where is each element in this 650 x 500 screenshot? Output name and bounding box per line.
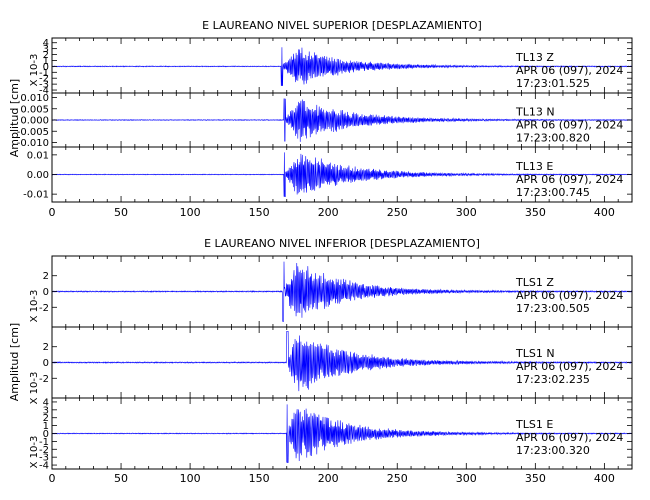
x-tick-label: 400 bbox=[594, 206, 615, 219]
chart-group-2: E LAUREANO NIVEL INFERIOR [DESPLAZAMIENT… bbox=[8, 237, 633, 485]
scale-factor-label: X 10-3 bbox=[29, 372, 40, 405]
station-info-line: 17:23:00.820 bbox=[516, 132, 590, 145]
chart-title: E LAUREANO NIVEL SUPERIOR [DESPLAZAMIENT… bbox=[202, 19, 482, 32]
y-tick-label: 0.010 bbox=[20, 93, 49, 104]
y-tick-label: -2 bbox=[39, 374, 49, 385]
y-tick-label: 0.00 bbox=[27, 170, 49, 181]
y-tick-label: 1 bbox=[43, 421, 49, 432]
x-tick-label: 0 bbox=[49, 472, 56, 485]
x-tick-label: 200 bbox=[318, 472, 339, 485]
y-tick-label: -1 bbox=[39, 68, 49, 79]
y-tick-label: -4 bbox=[39, 461, 49, 472]
y-tick-label: -3 bbox=[39, 453, 49, 464]
x-tick-label: 50 bbox=[114, 206, 128, 219]
y-axis-label: Amplitud [cm] bbox=[8, 323, 21, 401]
station-info-line: 17:23:00.745 bbox=[516, 186, 590, 199]
x-tick-label: 350 bbox=[525, 472, 546, 485]
waveform-line bbox=[51, 330, 633, 392]
station-info-line: APR 06 (097), 2024 bbox=[516, 360, 623, 373]
scale-factor-label: X 10-3 bbox=[29, 436, 40, 469]
station-info-line: TL13 E bbox=[515, 160, 553, 173]
station-info-line: TLS1 Z bbox=[515, 276, 554, 289]
waveform-line bbox=[51, 404, 633, 463]
y-tick-label: 0 bbox=[43, 287, 49, 298]
station-info-line: TLS1 N bbox=[515, 347, 555, 360]
y-tick-label: 0 bbox=[43, 62, 49, 73]
y-tick-label: 2 bbox=[43, 342, 49, 353]
x-tick-label: 200 bbox=[318, 206, 339, 219]
x-tick-label: 100 bbox=[180, 206, 201, 219]
y-tick-label: 0.000 bbox=[20, 116, 49, 127]
y-tick-label: 3 bbox=[43, 405, 49, 416]
y-tick-label: 3 bbox=[43, 44, 49, 55]
waveform-line bbox=[51, 261, 633, 322]
y-tick-label: 2 bbox=[43, 50, 49, 61]
x-tick-label: 150 bbox=[249, 472, 270, 485]
y-tick-label: -0.01 bbox=[23, 190, 49, 201]
scale-factor-label: X 10-3 bbox=[29, 54, 40, 87]
station-info-line: 17:23:02.235 bbox=[516, 373, 590, 386]
y-tick-label: 0.005 bbox=[20, 104, 49, 115]
station-info-line: APR 06 (097), 2024 bbox=[516, 64, 623, 77]
station-info-line: 17:23:00.505 bbox=[516, 302, 590, 315]
y-tick-label: 0.01 bbox=[27, 150, 49, 161]
y-tick-label: 0 bbox=[43, 429, 49, 440]
y-tick-label: -2 bbox=[39, 303, 49, 314]
waveform-line bbox=[51, 98, 633, 142]
chart-group-1: E LAUREANO NIVEL SUPERIOR [DESPLAZAMIENT… bbox=[8, 19, 633, 219]
y-tick-label: -4 bbox=[39, 86, 49, 97]
x-tick-label: 250 bbox=[387, 472, 408, 485]
waveform-line bbox=[51, 152, 633, 197]
chart-title: E LAUREANO NIVEL INFERIOR [DESPLAZAMIENT… bbox=[204, 237, 480, 250]
scale-factor-label: X 10-3 bbox=[29, 290, 40, 323]
waveform-line bbox=[51, 47, 633, 86]
station-info-line: APR 06 (097), 2024 bbox=[516, 173, 623, 186]
y-tick-label: -1 bbox=[39, 437, 49, 448]
y-tick-label: 2 bbox=[43, 271, 49, 282]
station-info-line: APR 06 (097), 2024 bbox=[516, 431, 623, 444]
station-info-line: APR 06 (097), 2024 bbox=[516, 119, 623, 132]
x-tick-label: 350 bbox=[525, 206, 546, 219]
y-tick-label: -3 bbox=[39, 80, 49, 91]
x-tick-label: 250 bbox=[387, 206, 408, 219]
y-tick-label: 4 bbox=[43, 38, 49, 49]
x-tick-label: 100 bbox=[180, 472, 201, 485]
y-tick-label: -2 bbox=[39, 445, 49, 456]
station-info-line: 17:23:00.320 bbox=[516, 444, 590, 457]
x-tick-label: 300 bbox=[456, 472, 477, 485]
y-axis-label: Amplitud [cm] bbox=[8, 79, 21, 157]
x-tick-label: 300 bbox=[456, 206, 477, 219]
station-info-line: TL13 Z bbox=[515, 51, 554, 64]
station-info-line: 17:23:01.525 bbox=[516, 77, 590, 90]
x-tick-label: 50 bbox=[114, 472, 128, 485]
x-tick-label: 400 bbox=[594, 472, 615, 485]
x-tick-label: 150 bbox=[249, 206, 270, 219]
station-info-line: TLS1 E bbox=[515, 418, 553, 431]
station-info-line: TL13 N bbox=[515, 106, 555, 119]
y-tick-label: 0 bbox=[43, 358, 49, 369]
y-tick-label: 4 bbox=[43, 397, 49, 408]
x-tick-label: 0 bbox=[49, 206, 56, 219]
y-tick-label: 2 bbox=[43, 413, 49, 424]
y-tick-label: -0.010 bbox=[17, 138, 49, 149]
y-tick-label: -2 bbox=[39, 74, 49, 85]
y-tick-label: -0.005 bbox=[17, 127, 49, 138]
station-info-line: APR 06 (097), 2024 bbox=[516, 289, 623, 302]
y-tick-label: 1 bbox=[43, 56, 49, 67]
